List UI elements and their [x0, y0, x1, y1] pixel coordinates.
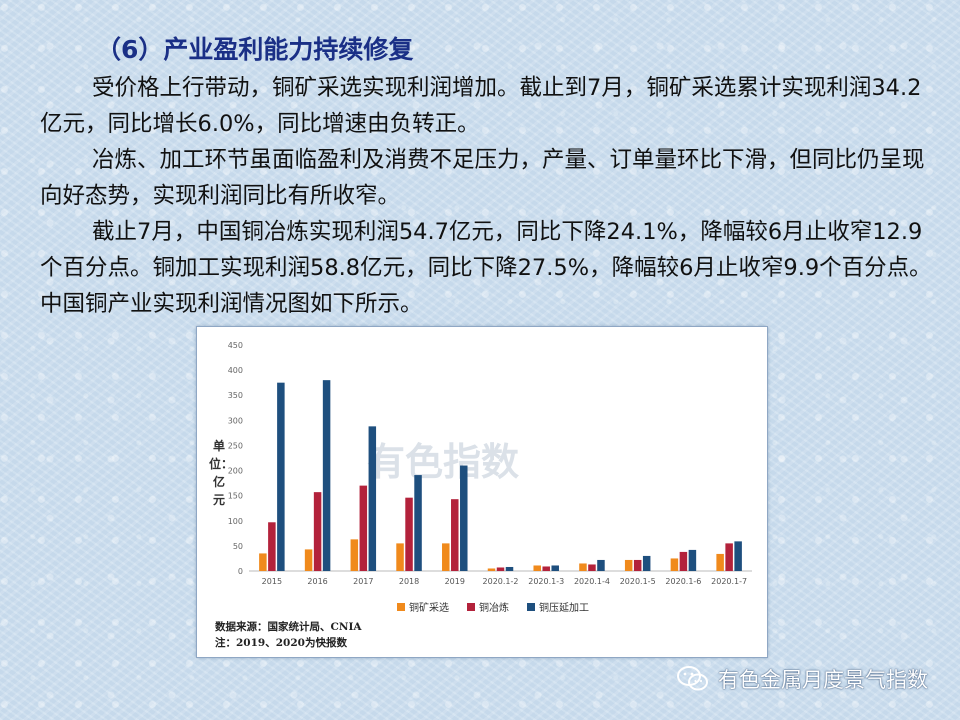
legend-swatch-smelting — [467, 602, 475, 611]
bar-mining-2020.1-6 — [670, 558, 679, 571]
x-tick-label-2020.1-4: 2020.1-4 — [574, 577, 610, 586]
bar-smelting-2020.1-3 — [542, 566, 550, 571]
brand-footer: 有色金属月度景气指数 — [676, 664, 928, 694]
y-tick-label-100: 100 — [228, 517, 243, 526]
y-tick-label-350: 350 — [228, 391, 243, 400]
bar-processing-2016 — [322, 380, 331, 571]
bar-mining-2019 — [442, 543, 450, 571]
legend-item-smelting: 铜冶炼 — [467, 599, 509, 614]
bar-processing-2017 — [368, 426, 377, 571]
legend-swatch-mining — [397, 602, 405, 611]
brand-name: 有色金属月度景气指数 — [718, 668, 928, 692]
bar-mining-2020.1-7 — [716, 553, 724, 571]
y-tick-label-450: 450 — [228, 341, 243, 350]
y-tick-label-200: 200 — [228, 467, 243, 476]
bar-processing-2020.1-4 — [597, 559, 605, 571]
bar-smelting-2020.1-4 — [588, 564, 596, 571]
chart-legend: 铜矿采选 铜冶炼 铜压延加工 — [397, 599, 589, 614]
x-tick-label-2015: 2015 — [262, 577, 282, 586]
wechat-icon — [677, 666, 708, 691]
y-tick-label-250: 250 — [228, 441, 243, 450]
x-tick-label-2020.1-7: 2020.1-7 — [711, 577, 747, 586]
profit-chart: 有色指数 0 50 100 150 200 250 300 350 400 450 2015 2016 2… — [196, 326, 768, 658]
bar-processing-2020.1-2 — [505, 566, 514, 571]
chart-watermark: 有色指数 — [367, 440, 519, 484]
x-tick-label-2020.1-5: 2020.1-5 — [620, 577, 656, 586]
legend-label-processing: 铜压延加工 — [539, 603, 589, 614]
x-tick-label-2020.1-6: 2020.1-6 — [665, 577, 701, 586]
y-tick-label-300: 300 — [228, 416, 243, 425]
y-tick-label-150: 150 — [228, 492, 243, 501]
x-tick-label-2017: 2017 — [353, 577, 373, 586]
bar-smelting-2017 — [359, 485, 368, 571]
bar-smelting-2019 — [451, 499, 459, 571]
bar-smelting-2020.1-2 — [496, 567, 505, 571]
bar-mining-2020.1-2 — [487, 568, 496, 571]
y-tick-label-50: 50 — [233, 542, 243, 551]
y-tick-label-400: 400 — [228, 366, 243, 375]
bar-processing-2020.1-3 — [551, 565, 559, 571]
chart-footnote: 注：2019、2020为快报数 — [215, 637, 347, 649]
y-axis-unit-label: 单位：亿元 — [209, 439, 234, 507]
bar-mining-2018 — [396, 543, 404, 571]
legend-swatch-processing — [527, 602, 535, 611]
section-heading: （6）产业盈利能力持续修复 — [96, 35, 414, 64]
y-tick-label-0: 0 — [238, 567, 243, 576]
bar-mining-2016 — [304, 549, 313, 571]
bar-mining-2015 — [259, 553, 267, 571]
bar-smelting-2016 — [313, 492, 322, 571]
x-tick-label-2020.1-3: 2020.1-3 — [528, 577, 564, 586]
bar-smelting-2020.1-6 — [679, 551, 688, 571]
legend-label-smelting: 铜冶炼 — [479, 603, 509, 614]
bar-mining-2017 — [350, 539, 359, 571]
bar-smelting-2018 — [405, 497, 413, 571]
legend-item-processing: 铜压延加工 — [527, 599, 589, 614]
bar-mining-2020.1-5 — [624, 559, 633, 571]
bar-mining-2020.1-3 — [533, 565, 541, 571]
paragraph-profit-details: 截止7月，中国铜冶炼实现利润54.7亿元，同比下降24.1%，降幅较6月止收窄1… — [40, 219, 932, 317]
x-tick-label-2018: 2018 — [399, 577, 419, 586]
paragraph-mining: 受价格上行带动，铜矿采选实现利润增加。截止到7月，铜矿采选累计实现利润34.2亿… — [40, 75, 922, 137]
bar-smelting-2015 — [268, 522, 276, 571]
bar-processing-2020.1-6 — [688, 549, 697, 571]
chart-source-note: 数据来源：国家统计局、CNIA — [215, 621, 362, 633]
legend-label-mining: 铜矿采选 — [409, 603, 449, 614]
bar-smelting-2020.1-7 — [725, 543, 733, 571]
bar-smelting-2020.1-5 — [633, 559, 642, 571]
bar-processing-2020.1-5 — [642, 555, 651, 571]
profit-chart-svg: 有色指数 0 50 100 150 200 250 300 350 400 450 2015 2016 2… — [228, 341, 752, 586]
legend-item-mining: 铜矿采选 — [397, 599, 449, 614]
x-tick-label-2016: 2016 — [307, 577, 327, 586]
bar-processing-2015 — [277, 382, 285, 571]
bar-processing-2018 — [414, 475, 422, 571]
x-tick-label-2019: 2019 — [445, 577, 465, 586]
bar-processing-2019 — [460, 465, 468, 571]
bar-mining-2020.1-4 — [579, 563, 587, 571]
bar-processing-2020.1-7 — [734, 541, 742, 571]
paragraph-smelting: 冶炼、加工环节虽面临盈利及消费不足压力，产量、订单量环比下滑，但同比仍呈现向好态… — [40, 147, 925, 209]
x-tick-label-2020.1-2: 2020.1-2 — [483, 577, 519, 586]
